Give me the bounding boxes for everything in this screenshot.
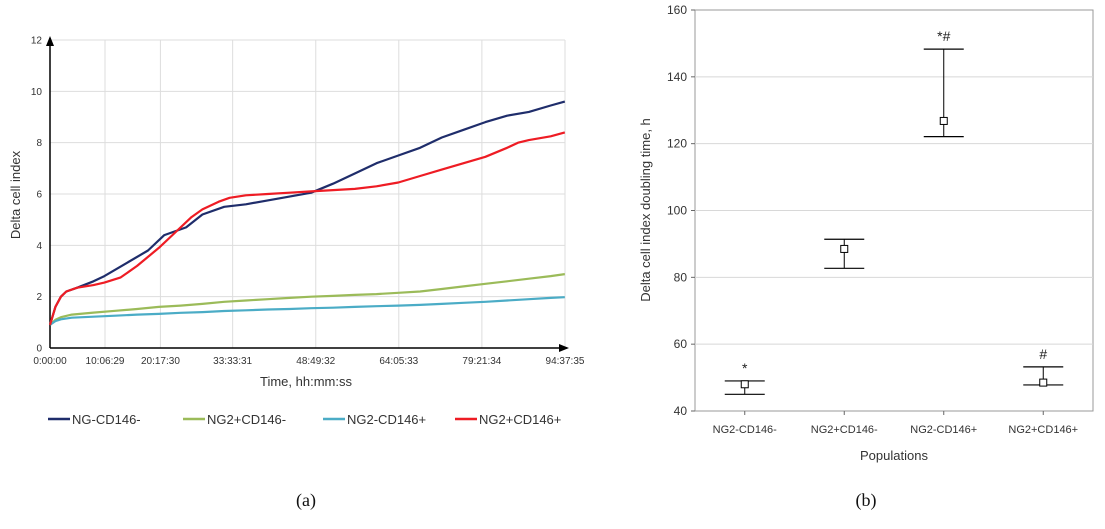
- x-tick-label: NG2-CD146-: [713, 424, 778, 436]
- y-tick-label: 8: [36, 138, 42, 149]
- y-tick-label: 2: [36, 292, 42, 303]
- series-line-3: [48, 131, 566, 326]
- legend-label: NG2-CD146+: [347, 412, 426, 427]
- y-tick-label: 4: [36, 241, 42, 252]
- y-tick-label: 80: [674, 270, 688, 284]
- x-tick-label: NG2+CD146-: [811, 424, 878, 436]
- x-tick-label: NG2-CD146+: [910, 424, 977, 436]
- x-axis-label: Populations: [860, 448, 928, 463]
- errorbar-3: #: [1023, 346, 1064, 387]
- x-axis-arrow: [559, 344, 569, 352]
- y-tick-label: 140: [667, 70, 687, 84]
- y-tick-label: 40: [674, 404, 688, 418]
- x-tick-label: 79:21:34: [462, 356, 501, 367]
- line-chart-panel: 0 2 4 6 8 10 12 0:00:00 10:06:29 20:17:30 33:33:31…: [8, 36, 585, 512]
- y-tick-label: 6: [36, 190, 42, 201]
- x-tick-label: 33:33:31: [213, 356, 252, 367]
- significance-annotation: *: [742, 360, 748, 376]
- mean-marker: [840, 244, 849, 253]
- series-line-0: [48, 100, 566, 326]
- panel-label-a: (a): [296, 490, 316, 511]
- x-tick-label: 10:06:29: [86, 356, 125, 367]
- y-tick-label: 10: [31, 87, 43, 98]
- significance-annotation: *#: [937, 28, 950, 44]
- mean-marker: [939, 116, 948, 125]
- y-axis-label: Delta cell index doubling time, h: [638, 118, 653, 302]
- significance-annotation: #: [1039, 346, 1047, 362]
- mean-marker: [740, 380, 749, 389]
- x-tick-label: NG2+CD146+: [1008, 424, 1078, 436]
- y-tick-label: 120: [667, 137, 687, 151]
- x-tick-label: 0:00:00: [33, 356, 67, 367]
- x-tick-label: 20:17:30: [141, 356, 180, 367]
- legend-label: NG2+CD146+: [479, 412, 561, 427]
- x-tick-label: 48:49:32: [296, 356, 335, 367]
- panel-label-b: (b): [856, 490, 877, 511]
- x-axis-label: Time, hh:mm:ss: [260, 374, 352, 389]
- y-tick-label: 60: [674, 337, 688, 351]
- y-axis-label: Delta cell index: [8, 150, 23, 239]
- errorbar-1: [824, 238, 865, 269]
- x-tick-label: 64:05:33: [379, 356, 418, 367]
- y-tick-label: 160: [667, 3, 687, 17]
- legend-label: NG-CD146-: [72, 412, 141, 427]
- legend: NG-CD146- NG2+CD146- NG2-CD146+ NG2+CD146+: [48, 412, 561, 427]
- series-line-2: [49, 296, 565, 326]
- mean-marker: [1039, 378, 1048, 387]
- x-tick-label: 94:37:35: [546, 356, 585, 367]
- y-tick-label: 0: [36, 344, 42, 355]
- y-tick-label: 12: [31, 36, 43, 47]
- y-axis-arrow: [46, 36, 54, 46]
- legend-label: NG2+CD146-: [207, 412, 286, 427]
- errorbar-chart-panel: 40 60 80 100 120 140 160 NG2-CD146- NG2+CD146- NG…: [638, 3, 1094, 511]
- errorbar-2: *#: [923, 28, 964, 138]
- y-tick-label: 100: [667, 204, 687, 218]
- series-line-1: [49, 273, 565, 326]
- errorbar-0: *: [724, 360, 765, 395]
